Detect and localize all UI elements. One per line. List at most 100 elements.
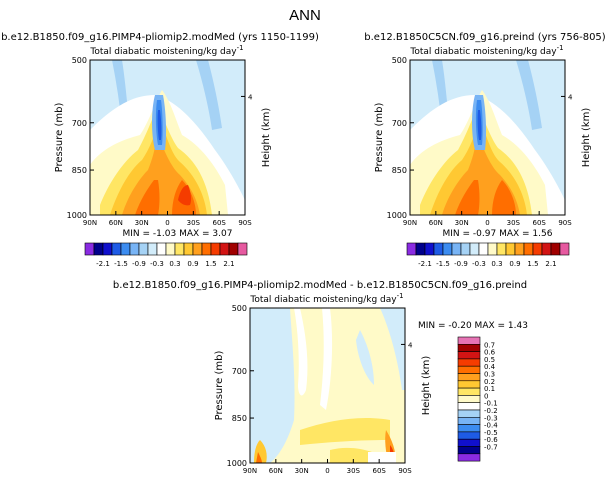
panel1-xtick-label: 30S [187, 219, 201, 227]
panel3-var-title-sup: -1 [397, 292, 404, 300]
vbar-label: -0.7 [484, 444, 498, 452]
panel2-stats: MIN = -0.97 MAX = 1.56 [443, 229, 553, 239]
vbar-label: 0.7 [484, 341, 495, 349]
hbar1-label: -2.1 [96, 260, 110, 268]
panel2-var-title-main: Total diabatic moistening/kg day [409, 47, 557, 57]
hbar2-swatch [451, 242, 462, 256]
panel2-xtick-label: 60N [429, 219, 443, 227]
hbar1-swatch [192, 242, 203, 256]
panel3-case-title: b.e12.B1850.f09_g16.PIMP4-pliomip2.modMe… [113, 280, 527, 291]
vbar-label: 0.5 [484, 356, 495, 364]
vbar-label: -0.5 [484, 429, 498, 437]
panel1-xtick-label: 90N [83, 219, 97, 227]
hbar1-swatch [228, 242, 239, 256]
vbar-label: -0.3 [484, 414, 498, 422]
panel3-ytick-label: 1000 [227, 459, 247, 468]
hbar1-swatch [210, 242, 221, 256]
hbar2-swatch [523, 242, 534, 256]
panel1-xtick-label: 0 [165, 219, 169, 227]
hbar1-swatch [147, 242, 158, 256]
vbar-label: -0.2 [484, 407, 498, 415]
vbar-label: -0.4 [484, 422, 498, 430]
hbar1-label: -0.9 [132, 260, 146, 268]
panel2-height-tick-label: 4 [568, 93, 573, 101]
hbar2-swatch [550, 242, 561, 256]
hbar1-swatch [120, 242, 131, 256]
panel2-ytick-label: 500 [392, 56, 407, 65]
panel1-xtick-label: 90S [238, 219, 252, 227]
vbar-swatch [457, 416, 481, 425]
panel1-contours [90, 60, 245, 215]
hbar2-swatch [415, 242, 426, 256]
vbar-swatch [457, 343, 481, 352]
panel2-var-title: Total diabatic moistening/kg day-1 [409, 44, 563, 57]
vbar-swatch [457, 395, 481, 403]
hbar2-swatch [469, 242, 480, 256]
vbar-swatch [457, 453, 481, 462]
hbar1-label: 0.9 [187, 260, 198, 268]
panel3-height-tick-label: 4 [408, 341, 413, 349]
panel2-ylabel-left: Pressure (mb) [374, 103, 385, 173]
hbar1-swatch [138, 242, 149, 256]
hbar2-swatch [559, 242, 570, 256]
panel2-xtick-label: 60S [532, 219, 546, 227]
vbar-swatch [457, 373, 481, 382]
panel3-stats: MIN = -0.20 MAX = 1.43 [418, 321, 528, 331]
hbar1-label: 0.3 [169, 260, 180, 268]
hbar1-swatch [111, 242, 122, 256]
vbar-swatch [457, 424, 481, 433]
vbar-swatch [457, 402, 481, 411]
hbar2-swatch [496, 242, 507, 256]
hbar1-swatch [201, 242, 212, 256]
panel3-ytick-label: 700 [232, 367, 247, 376]
vbar-swatch [457, 431, 481, 440]
panel3-xtick-label: 30S [347, 467, 361, 475]
vbar-swatch [457, 351, 481, 360]
panel3-xtick-label: 90N [243, 467, 257, 475]
hbar1-swatch [93, 242, 104, 256]
hbar1-label: 2.1 [223, 260, 234, 268]
panel1-var-title-sup: -1 [237, 44, 244, 52]
hbar1-label: 1.5 [205, 260, 216, 268]
hbar2-label: 0.9 [509, 260, 520, 268]
hbar2-label: -0.3 [472, 260, 486, 268]
panel1-xtick-label: 30N [135, 219, 149, 227]
hbar2-label: -1.5 [436, 260, 450, 268]
hbar1-swatch [102, 242, 113, 256]
panel2-ytick-label: 700 [392, 119, 407, 128]
vbar-label: 0.1 [484, 385, 495, 393]
hbar2-swatch [460, 242, 471, 256]
hbar1-swatch [174, 242, 185, 256]
panel3-var-title-main: Total diabatic moistening/kg day [249, 295, 397, 305]
vbar-label: -0.1 [484, 400, 498, 408]
hbar1-swatch [129, 242, 140, 256]
hbar2-swatch [433, 242, 444, 256]
panel2-ytick-label: 1000 [387, 211, 407, 220]
hbar2-swatch [406, 242, 417, 256]
hbar2-label: -0.9 [454, 260, 468, 268]
hbar2-label: 1.5 [527, 260, 538, 268]
hbar2-swatch [541, 242, 552, 256]
panel1-xtick-label: 60N [109, 219, 123, 227]
panel3-xtick-label: 90S [398, 467, 412, 475]
hbar1-label: -0.3 [150, 260, 164, 268]
legend-horizontal: -2.1 -1.5 -0.9 -0.3 0.3 0.9 1.5 2.1 -2.1 -1.5 -0.9… [84, 242, 570, 268]
hbar2-swatch [424, 242, 435, 256]
hbar2-swatch [532, 242, 543, 256]
hbar2-label: -2.1 [418, 260, 432, 268]
vbar-swatch [457, 387, 481, 396]
panel2-xtick-label: 90S [558, 219, 572, 227]
panel2-xtick-label: 0 [485, 219, 489, 227]
hbar2-swatch [514, 242, 525, 256]
panel3-ytick-label: 500 [232, 304, 247, 313]
panel3-ylabel-right: Height (km) [421, 356, 432, 416]
panel1-ytick-label: 500 [72, 56, 87, 65]
hbar2-swatch [487, 242, 498, 256]
vbar-swatch [457, 438, 481, 447]
panel3-xtick-label: 0 [325, 467, 329, 475]
hbar1-swatch [84, 242, 95, 256]
panel2-xtick-label: 90N [403, 219, 417, 227]
panel1-var-title: Total diabatic moistening/kg day-1 [89, 44, 243, 57]
